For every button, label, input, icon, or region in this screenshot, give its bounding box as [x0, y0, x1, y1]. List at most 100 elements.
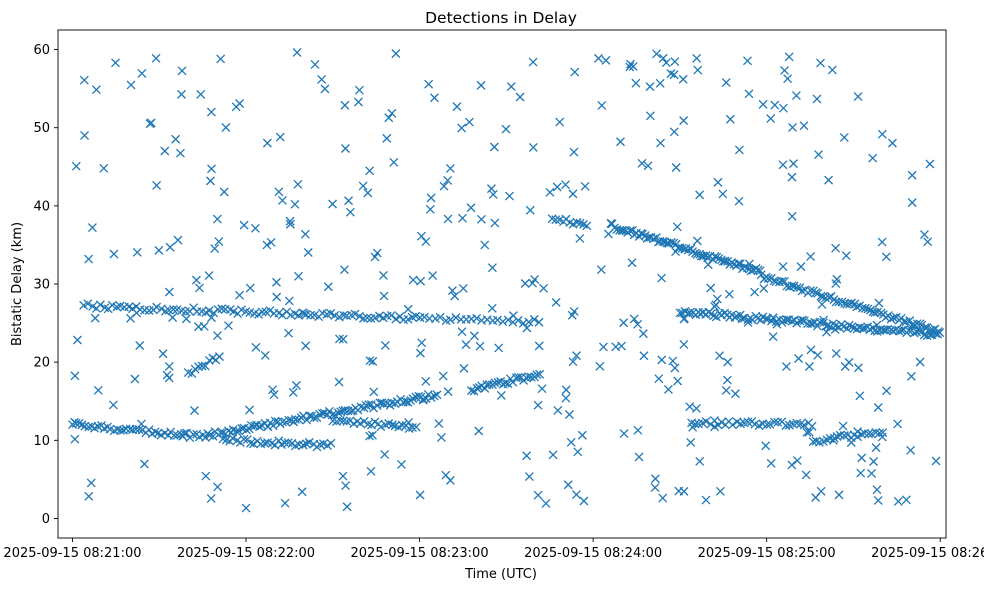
detection-point	[805, 286, 815, 296]
detection-point	[677, 243, 687, 253]
detection-point	[846, 438, 856, 447]
detection-point	[599, 342, 608, 352]
detection-point	[528, 142, 538, 152]
detection-point	[572, 217, 582, 227]
detection-point	[391, 49, 401, 59]
detection-point	[489, 142, 499, 152]
detection-point	[553, 405, 563, 415]
detection-point	[715, 351, 725, 361]
detection-point	[235, 99, 245, 108]
detection-point	[204, 271, 214, 281]
detection-point	[305, 411, 314, 421]
detection-point	[893, 419, 903, 429]
detection-point	[93, 385, 103, 395]
detection-point	[150, 427, 160, 437]
detection-point	[370, 252, 380, 262]
detection-point	[706, 283, 716, 293]
detection-point	[909, 328, 919, 338]
detection-point	[496, 391, 506, 400]
detection-point	[766, 458, 776, 468]
detection-point	[813, 350, 823, 360]
detection-point	[338, 334, 348, 344]
detection-point	[291, 414, 300, 424]
detection-point	[342, 502, 352, 512]
detection-point	[213, 331, 222, 341]
detection-point	[151, 53, 161, 63]
detection-point	[354, 85, 364, 95]
detection-point	[532, 370, 542, 380]
detection-point	[365, 431, 375, 441]
detection-point	[524, 472, 534, 482]
detection-point	[883, 324, 893, 334]
detection-point	[251, 342, 261, 352]
detection-point	[847, 298, 857, 308]
detection-point	[839, 133, 849, 142]
detection-point	[309, 413, 319, 423]
detection-point	[459, 363, 469, 373]
detection-point	[362, 313, 372, 323]
detection-point	[338, 471, 348, 481]
detection-point	[657, 273, 667, 283]
detection-point	[750, 287, 760, 297]
detection-point	[389, 157, 399, 167]
detection-point	[356, 402, 366, 412]
detection-point	[824, 293, 834, 302]
detection-point	[363, 188, 373, 198]
detection-point	[807, 421, 817, 431]
x-tick-label: 2025-09-15 08:23:00	[351, 546, 489, 561]
detection-point	[270, 416, 280, 426]
detection-point	[177, 66, 187, 76]
detection-point	[657, 355, 667, 365]
detection-point	[847, 322, 857, 332]
detection-point	[935, 328, 945, 338]
detection-point	[90, 313, 100, 323]
detection-point	[439, 181, 449, 191]
detection-point	[658, 493, 668, 503]
detection-point	[91, 85, 101, 95]
detection-point	[797, 286, 807, 296]
detection-point	[474, 426, 484, 436]
detection-point	[520, 279, 530, 288]
detection-point	[787, 281, 797, 291]
detection-point	[515, 92, 525, 102]
detection-point	[829, 433, 839, 443]
detection-point	[154, 245, 164, 255]
detection-point	[821, 293, 830, 303]
detection-point	[692, 403, 701, 413]
detection-point	[796, 262, 806, 272]
detection-point	[607, 219, 617, 229]
detection-point	[679, 313, 689, 323]
detection-point	[582, 221, 592, 231]
detection-point	[781, 421, 791, 431]
detection-point	[206, 107, 216, 117]
detection-point	[385, 400, 395, 410]
detection-point	[421, 237, 431, 247]
detection-point	[770, 417, 779, 427]
detection-point	[77, 420, 87, 430]
detection-point	[844, 357, 854, 367]
detection-point	[679, 339, 689, 349]
detection-point	[744, 89, 754, 99]
detection-point	[285, 219, 295, 229]
detection-point	[196, 89, 206, 99]
detection-point	[518, 318, 528, 328]
detection-point	[71, 161, 81, 171]
detection-point	[246, 438, 256, 448]
detection-point	[528, 57, 538, 67]
detection-point	[445, 315, 455, 325]
detection-point	[579, 496, 589, 506]
chart-title: Detections in Delay	[425, 9, 577, 27]
detection-point	[506, 82, 516, 92]
detection-point	[277, 310, 287, 320]
y-tick-label: 0	[42, 512, 50, 527]
detection-point	[79, 75, 89, 85]
detection-point	[320, 84, 330, 94]
detection-point	[419, 312, 429, 322]
detection-point	[476, 214, 486, 224]
x-tick-label: 2025-09-15 08:22:00	[177, 546, 315, 561]
detection-point	[619, 429, 629, 439]
detection-point	[498, 317, 508, 327]
detection-point	[216, 54, 226, 64]
detection-point	[868, 153, 878, 163]
detection-point	[503, 379, 513, 389]
